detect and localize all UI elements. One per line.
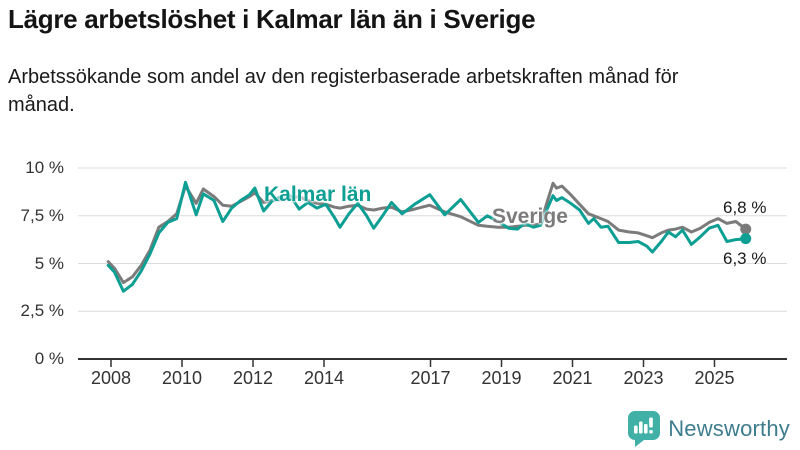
series-label-kalmar: Kalmar län [264,183,372,206]
end-value-label-sverige: 6,8 % [723,198,767,217]
y-axis-label: 5 % [34,253,64,273]
newsworthy-logo-text: Newsworthy [668,415,790,441]
end-value-label-kalmar: 6,3 % [723,249,767,268]
x-axis-label: 2010 [161,368,203,388]
newsworthy-chart-bubble-icon [628,411,661,447]
series-end-dot-sverige [740,223,752,235]
y-axis-label: 10 % [25,158,64,177]
x-axis-label: 2012 [232,368,274,388]
y-axis-label: 7,5 % [20,205,64,225]
x-axis-label: 2008 [90,368,132,388]
y-axis-label: 0 % [34,349,64,368]
series-end-dot-kalmar [740,233,752,245]
x-axis-label: 2021 [552,368,593,388]
newsworthy-logo: Newsworthy [627,410,790,447]
series-line-kalmar [106,180,748,293]
x-axis-label: 2023 [623,368,664,388]
chart-subtitle: Arbetssökande som andel av den registerb… [8,66,679,117]
x-axis-label: 2019 [481,368,522,388]
series-label-sverige: Sverige [492,205,568,228]
x-axis-label: 2025 [694,368,735,388]
x-axis-label: 2014 [303,368,345,388]
y-axis-label: 2,5 % [20,301,64,321]
x-axis-label: 2017 [410,368,451,388]
page-title: Lägre arbetslöshet i Kalmar län än i Sve… [8,4,536,34]
series-line-sverige [106,181,748,285]
